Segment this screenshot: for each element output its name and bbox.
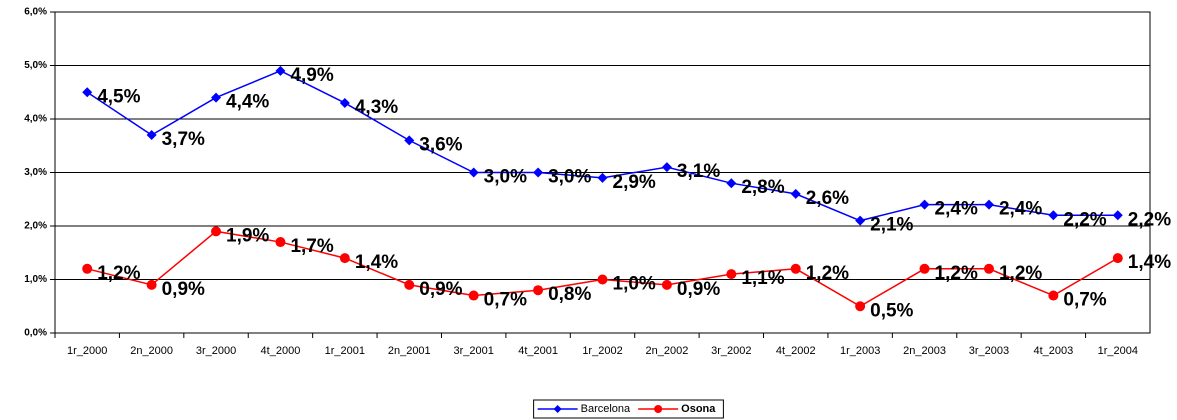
data-label: 1,4% <box>1128 252 1171 273</box>
data-label: 1,2% <box>935 263 978 284</box>
marker <box>855 301 866 312</box>
y-tick-label: 0,0% <box>24 328 47 339</box>
data-label: 2,4% <box>999 199 1042 220</box>
data-label: 2,9% <box>613 172 656 193</box>
data-label: 0,5% <box>870 300 913 321</box>
marker <box>855 215 866 226</box>
data-label: 0,8% <box>548 284 591 305</box>
marker <box>275 237 286 248</box>
x-tick-label: 3r_2000 <box>196 345 236 357</box>
x-tick-label: 2n_2002 <box>645 345 688 357</box>
marker <box>1112 253 1123 264</box>
marker <box>983 263 994 274</box>
marker <box>404 135 415 146</box>
data-label: 3,0% <box>484 167 527 188</box>
marker <box>468 167 479 178</box>
x-tick-label: 1r_2001 <box>325 345 365 357</box>
marker <box>468 290 479 301</box>
x-tick-label: 3r_2001 <box>453 345 493 357</box>
data-label: 0,9% <box>677 279 720 300</box>
marker <box>661 279 672 290</box>
marker <box>983 199 994 210</box>
marker <box>404 279 415 290</box>
x-tick-label: 4t_2000 <box>261 345 301 357</box>
legend-marker <box>654 405 663 413</box>
marker <box>919 263 930 274</box>
marker <box>1048 210 1059 221</box>
data-label: 4,9% <box>290 65 333 86</box>
legend-label: Barcelona <box>581 403 631 415</box>
marker <box>726 178 737 189</box>
x-tick-label: 4t_2002 <box>776 345 816 357</box>
marker <box>211 226 222 237</box>
data-label: 1,1% <box>741 268 784 289</box>
x-tick-label: 3r_2002 <box>711 345 751 357</box>
data-label: 2,2% <box>1063 209 1106 230</box>
x-tick-label: 1r_2000 <box>67 345 107 357</box>
x-tick-label: 4t_2003 <box>1033 345 1073 357</box>
y-tick-label: 6,0% <box>24 7 47 18</box>
x-tick-label: 2n_2003 <box>903 345 946 357</box>
x-tick-label: 1r_2003 <box>840 345 880 357</box>
marker <box>790 188 801 199</box>
x-tick-label: 4t_2001 <box>518 345 558 357</box>
y-tick-label: 2,0% <box>24 221 47 232</box>
data-label: 1,2% <box>999 263 1042 284</box>
marker <box>1048 290 1059 301</box>
data-label: 3,1% <box>677 161 720 182</box>
y-tick-label: 5,0% <box>24 60 47 71</box>
legend-marker <box>553 405 562 413</box>
x-tick-label: 1r_2004 <box>1098 345 1138 357</box>
marker <box>533 285 544 296</box>
data-label: 2,2% <box>1128 209 1171 230</box>
data-label: 4,3% <box>355 97 398 118</box>
data-label: 2,4% <box>935 199 978 220</box>
y-tick-label: 3,0% <box>24 167 47 178</box>
data-label: 1,2% <box>97 263 140 284</box>
x-tick-label: 2n_2000 <box>130 345 173 357</box>
marker <box>1112 210 1123 221</box>
data-label: 4,5% <box>97 86 140 107</box>
legend: Barcelona Osona <box>533 399 724 419</box>
legend-box <box>533 399 724 419</box>
data-label: 0,9% <box>162 279 205 300</box>
data-label: 3,0% <box>548 167 591 188</box>
marker <box>82 263 93 274</box>
data-label: 2,1% <box>870 215 913 236</box>
data-label: 1,9% <box>226 225 269 246</box>
data-label: 1,2% <box>806 263 849 284</box>
marker <box>726 269 737 280</box>
marker <box>661 162 672 173</box>
marker <box>597 172 608 183</box>
marker <box>275 65 286 76</box>
legend-label: Osona <box>681 403 716 415</box>
data-label: 4,4% <box>226 92 269 113</box>
marker <box>82 87 93 98</box>
data-label: 2,8% <box>741 177 784 198</box>
marker <box>790 263 801 274</box>
data-label: 0,7% <box>484 290 527 311</box>
data-label: 2,6% <box>806 188 849 209</box>
marker <box>597 274 608 285</box>
marker <box>146 279 157 290</box>
data-label: 0,7% <box>1063 290 1106 311</box>
data-label: 1,7% <box>290 236 333 257</box>
marker <box>339 97 350 108</box>
data-label: 1,0% <box>613 274 656 295</box>
marker <box>339 253 350 264</box>
y-tick-label: 4,0% <box>24 114 47 125</box>
marker <box>919 199 930 210</box>
y-tick-label: 1,0% <box>24 274 47 285</box>
data-label: 1,4% <box>355 252 398 273</box>
x-tick-label: 3r_2003 <box>969 345 1009 357</box>
x-tick-label: 1r_2002 <box>582 345 622 357</box>
marker <box>146 130 157 141</box>
data-label: 3,6% <box>419 134 462 155</box>
data-label: 3,7% <box>162 129 205 150</box>
marker <box>533 167 544 178</box>
marker <box>211 92 222 103</box>
data-label: 0,9% <box>419 279 462 300</box>
x-tick-label: 2n_2001 <box>388 345 431 357</box>
